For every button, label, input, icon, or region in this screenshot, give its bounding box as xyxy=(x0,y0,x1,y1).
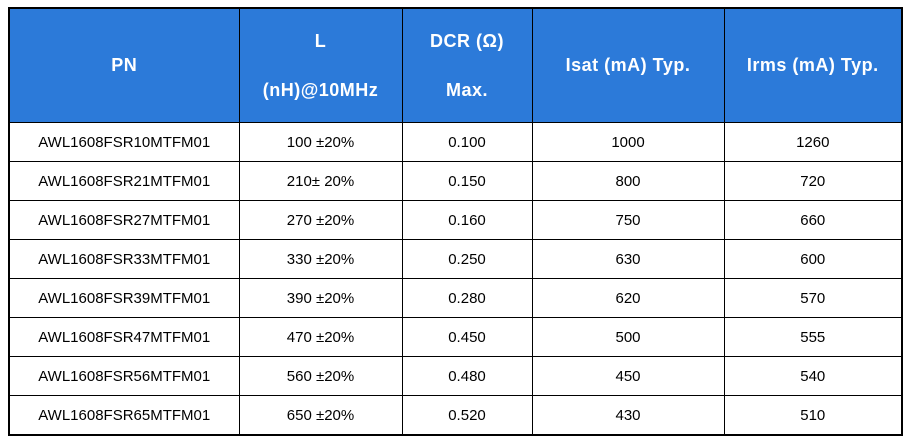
isat-cell: 620 xyxy=(531,278,725,318)
table-row: AWL1608FSR56MTFM01 560 ±20% 0.480 450 54… xyxy=(8,356,903,396)
inductance-cell: 470 ±20% xyxy=(238,317,403,357)
col-header-isat-label: Isat (mA) Typ. xyxy=(565,55,691,75)
inductance-cell: 650 ±20% xyxy=(238,395,403,436)
dcr-cell: 0.520 xyxy=(401,395,533,436)
irms-cell: 510 xyxy=(723,395,903,436)
table-row: AWL1608FSR39MTFM01 390 ±20% 0.280 620 57… xyxy=(8,278,903,318)
col-header-dcr-line2: Max. xyxy=(445,79,489,100)
table-row: AWL1608FSR65MTFM01 650 ±20% 0.520 430 51… xyxy=(8,395,903,436)
col-header-dcr-stack: DCR (Ω) Max. xyxy=(403,30,531,101)
isat-cell: 450 xyxy=(531,356,725,396)
pn-cell: AWL1608FSR21MTFM01 xyxy=(8,161,240,201)
col-header-dcr: DCR (Ω) Max. xyxy=(401,7,533,123)
col-header-inductance-line1: L xyxy=(314,30,327,51)
isat-cell: 430 xyxy=(531,395,725,436)
pn-cell: AWL1608FSR47MTFM01 xyxy=(8,317,240,357)
col-header-inductance-stack: L (nH)@10MHz xyxy=(240,30,401,101)
table-row: AWL1608FSR21MTFM01 210± 20% 0.150 800 72… xyxy=(8,161,903,201)
irms-cell: 1260 xyxy=(723,122,903,162)
irms-cell: 660 xyxy=(723,200,903,240)
col-header-irms: Irms (mA) Typ. xyxy=(723,7,903,123)
irms-cell: 570 xyxy=(723,278,903,318)
inductance-cell: 100 ±20% xyxy=(238,122,403,162)
inductance-cell: 270 ±20% xyxy=(238,200,403,240)
dcr-cell: 0.250 xyxy=(401,239,533,279)
pn-cell: AWL1608FSR39MTFM01 xyxy=(8,278,240,318)
pn-cell: AWL1608FSR56MTFM01 xyxy=(8,356,240,396)
inductor-spec-table: PN L (nH)@10MHz DCR (Ω) Max. Isat (mA) T… xyxy=(8,7,903,436)
irms-cell: 540 xyxy=(723,356,903,396)
col-header-inductance-line2: (nH)@10MHz xyxy=(262,79,379,100)
isat-cell: 750 xyxy=(531,200,725,240)
table-row: AWL1608FSR33MTFM01 330 ±20% 0.250 630 60… xyxy=(8,239,903,279)
irms-cell: 600 xyxy=(723,239,903,279)
col-header-pn-label: PN xyxy=(111,55,138,75)
table-header-row: PN L (nH)@10MHz DCR (Ω) Max. Isat (mA) T… xyxy=(8,7,903,123)
col-header-dcr-line1: DCR (Ω) xyxy=(430,30,504,51)
inductance-cell: 210± 20% xyxy=(238,161,403,201)
dcr-cell: 0.150 xyxy=(401,161,533,201)
inductance-cell: 560 ±20% xyxy=(238,356,403,396)
pn-cell: AWL1608FSR27MTFM01 xyxy=(8,200,240,240)
table-row: AWL1608FSR47MTFM01 470 ±20% 0.450 500 55… xyxy=(8,317,903,357)
isat-cell: 500 xyxy=(531,317,725,357)
dcr-cell: 0.280 xyxy=(401,278,533,318)
isat-cell: 800 xyxy=(531,161,725,201)
table-row: AWL1608FSR10MTFM01 100 ±20% 0.100 1000 1… xyxy=(8,122,903,162)
dcr-cell: 0.100 xyxy=(401,122,533,162)
pn-cell: AWL1608FSR33MTFM01 xyxy=(8,239,240,279)
irms-cell: 720 xyxy=(723,161,903,201)
dcr-cell: 0.480 xyxy=(401,356,533,396)
inductance-cell: 390 ±20% xyxy=(238,278,403,318)
col-header-pn: PN xyxy=(8,7,240,123)
col-header-isat: Isat (mA) Typ. xyxy=(531,7,725,123)
table-row: AWL1608FSR27MTFM01 270 ±20% 0.160 750 66… xyxy=(8,200,903,240)
dcr-cell: 0.450 xyxy=(401,317,533,357)
isat-cell: 630 xyxy=(531,239,725,279)
isat-cell: 1000 xyxy=(531,122,725,162)
irms-cell: 555 xyxy=(723,317,903,357)
table-body: AWL1608FSR10MTFM01 100 ±20% 0.100 1000 1… xyxy=(8,122,903,436)
pn-cell: AWL1608FSR10MTFM01 xyxy=(8,122,240,162)
pn-cell: AWL1608FSR65MTFM01 xyxy=(8,395,240,436)
dcr-cell: 0.160 xyxy=(401,200,533,240)
col-header-inductance: L (nH)@10MHz xyxy=(238,7,403,123)
inductance-cell: 330 ±20% xyxy=(238,239,403,279)
col-header-irms-label: Irms (mA) Typ. xyxy=(746,55,879,75)
